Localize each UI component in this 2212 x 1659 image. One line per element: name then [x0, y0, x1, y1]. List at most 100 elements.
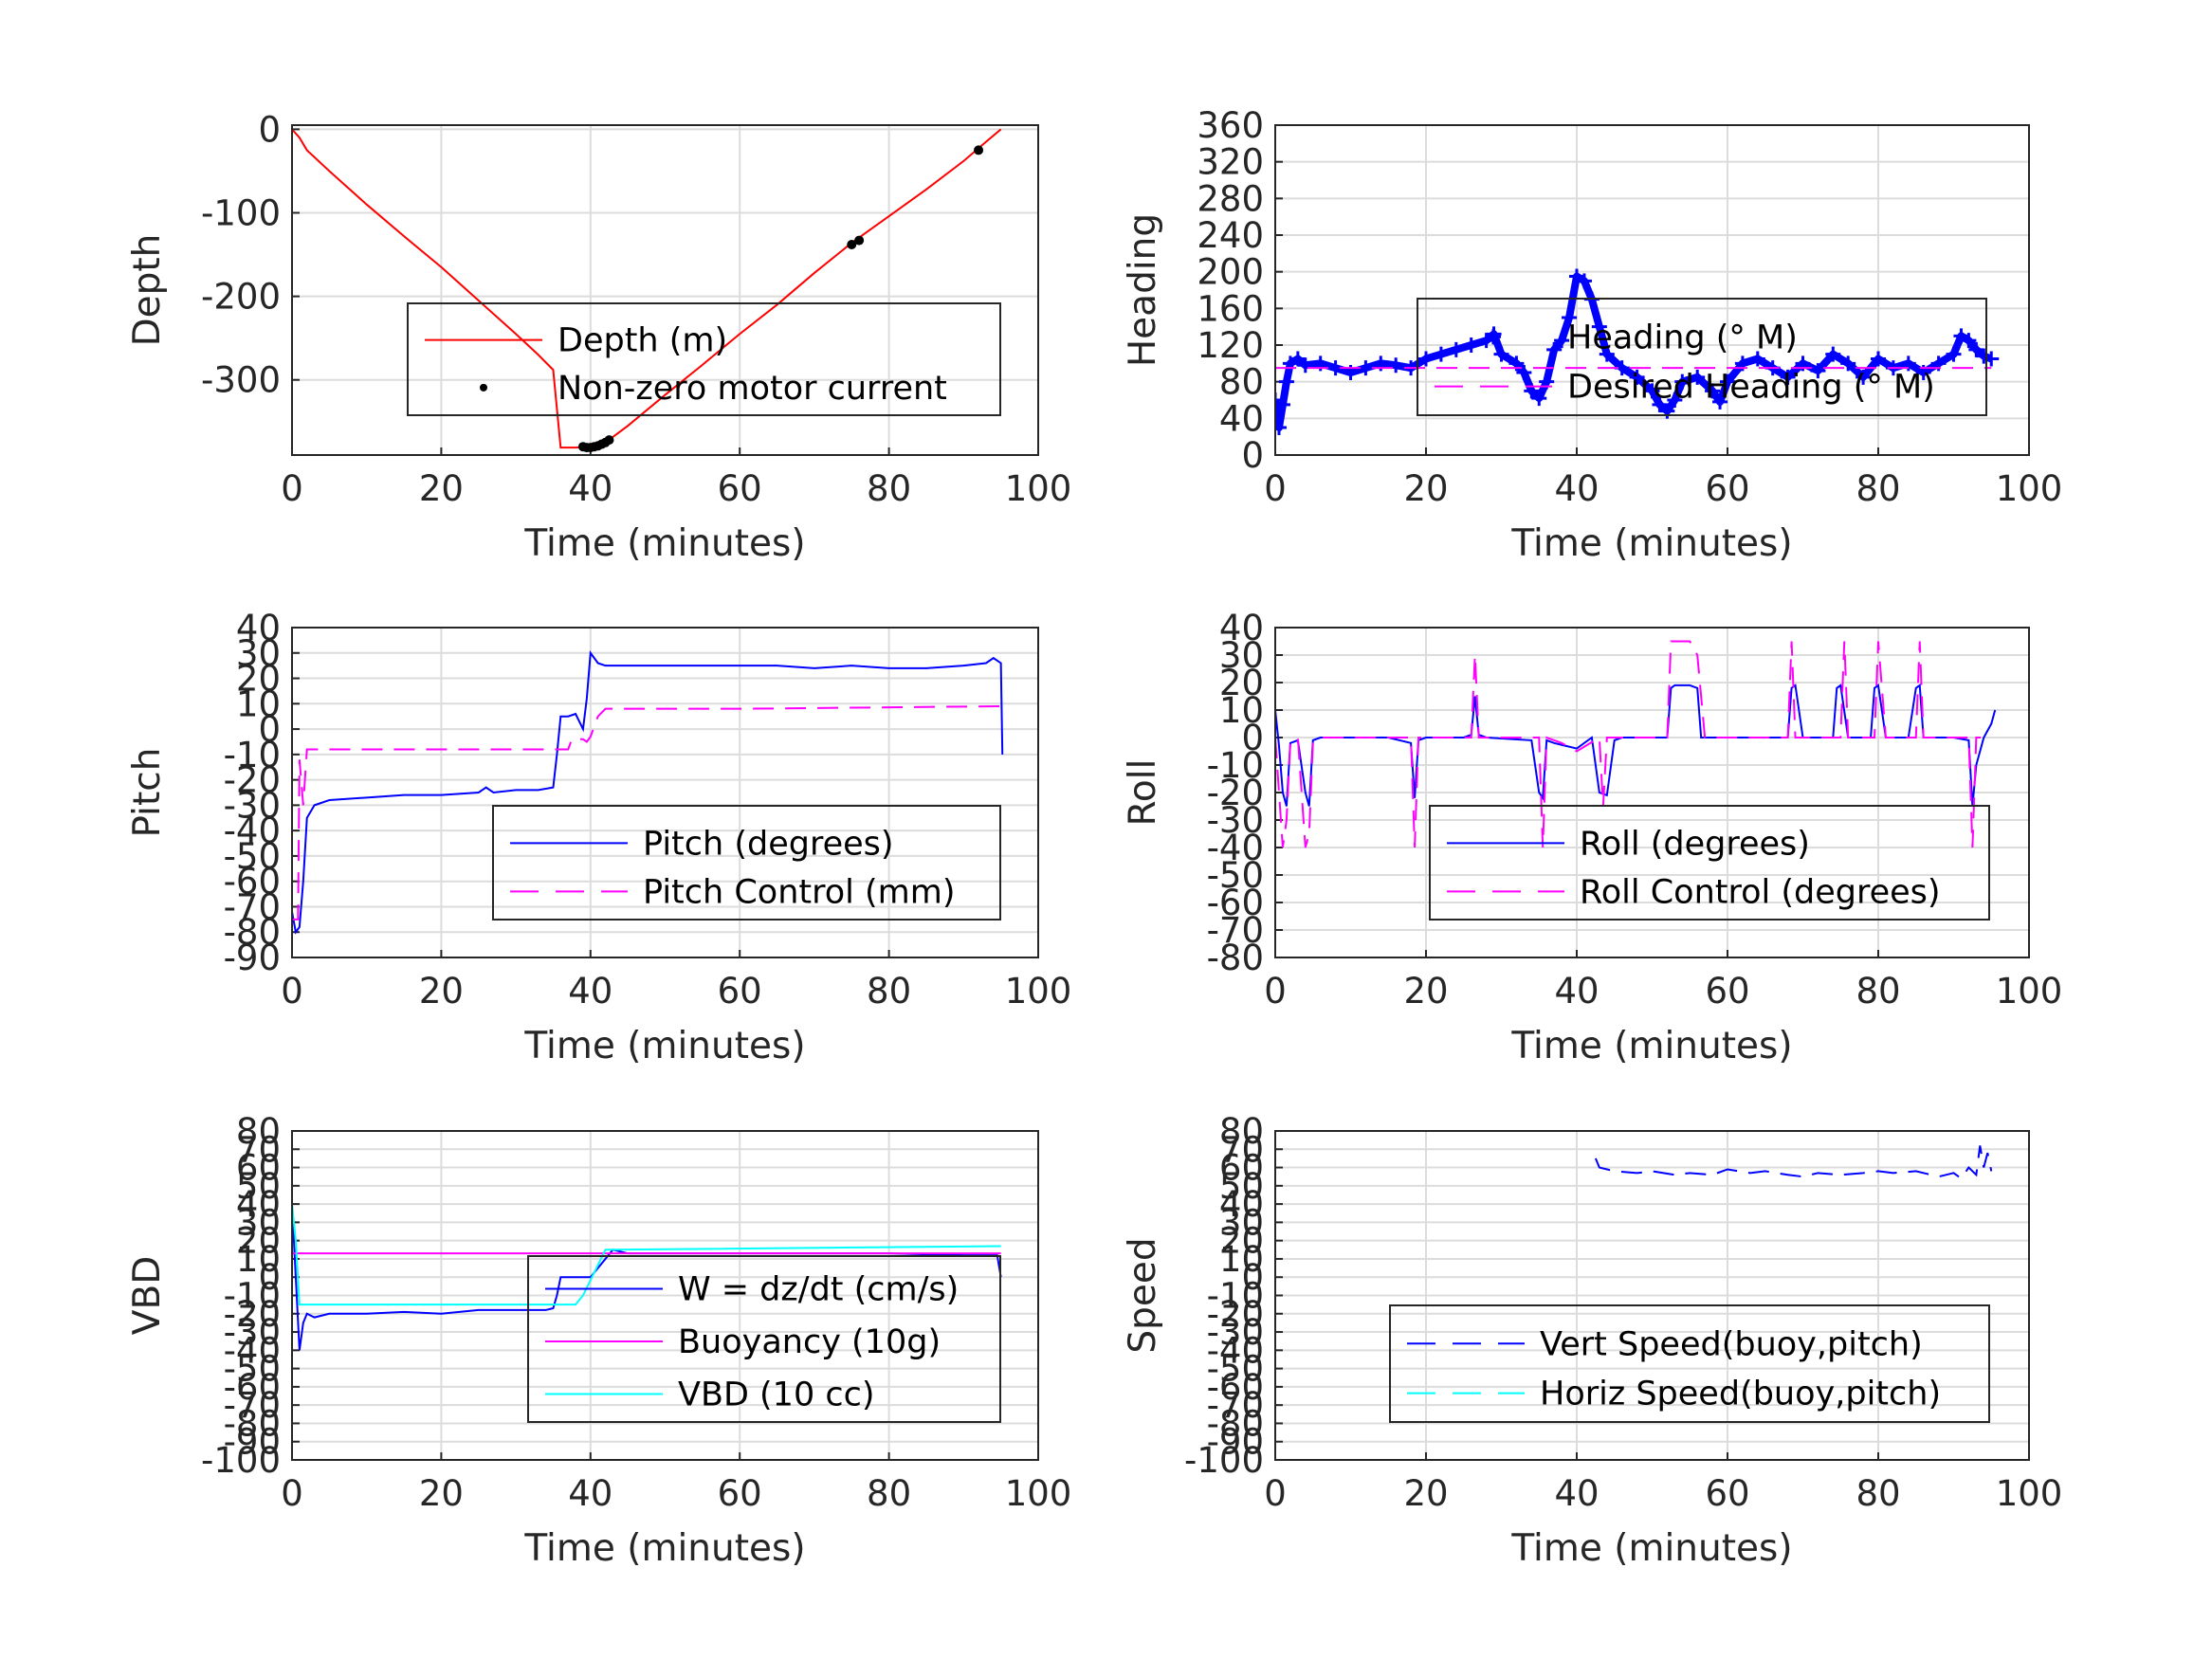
series-heading-m-point — [1961, 333, 1977, 349]
x-tick-label: 20 — [419, 1473, 464, 1514]
x-tick-label: 60 — [718, 971, 762, 1012]
y-tick-label: 20 — [236, 659, 281, 700]
y-tick-label: -60 — [1207, 883, 1264, 923]
series-group — [292, 1204, 1002, 1351]
y-tick-label: 0 — [1241, 435, 1264, 476]
x-axis-label: Time (minutes) — [1510, 1025, 1792, 1067]
x-tick-label: 0 — [281, 1473, 303, 1514]
series-heading-m-point — [1433, 346, 1449, 362]
x-tick-label: 80 — [1856, 468, 1900, 509]
y-tick-label: 30 — [1219, 635, 1264, 676]
y-tick-label: 40 — [1219, 1184, 1264, 1225]
y-tick-label: 320 — [1197, 142, 1264, 183]
series-heading-m-point — [1644, 383, 1660, 399]
x-tick-label: 40 — [1554, 468, 1599, 509]
x-tick-label: 100 — [1005, 468, 1072, 509]
y-tick-label: 160 — [1197, 288, 1264, 329]
x-tick-label: 0 — [1264, 468, 1287, 509]
x-tick-label: 80 — [867, 1473, 911, 1514]
legend-desired-heading-m-label: Desired Heading (° M) — [1567, 369, 1935, 407]
series-heading-m-point — [1810, 363, 1826, 379]
y-tick-label: 40 — [1219, 608, 1264, 648]
series-heading-m-point — [1667, 392, 1683, 408]
y-axis-label: Heading — [1122, 213, 1164, 367]
series-group — [1594, 1145, 1993, 1180]
y-tick-label: -30 — [224, 785, 281, 826]
y-tick-label: -100 — [1184, 1440, 1264, 1481]
y-tick-label: 40 — [236, 608, 281, 648]
axes-frame — [291, 1130, 1039, 1461]
axes-frame — [1274, 1130, 2030, 1461]
x-tick-label: 20 — [419, 468, 464, 509]
y-tick-label: -80 — [224, 1403, 281, 1444]
x-tick-label: 20 — [1403, 971, 1448, 1012]
series-heading-m-point — [1275, 392, 1283, 408]
y-tick-label: 10 — [1219, 1239, 1264, 1280]
series-heading-m-point — [1749, 351, 1765, 367]
x-axis-label: Time (minutes) — [523, 1527, 805, 1570]
y-tick-label: -70 — [1207, 1385, 1264, 1426]
series-heading-m-point — [1629, 369, 1645, 385]
series-heading-m-point — [1674, 374, 1691, 390]
x-tick-label: 40 — [568, 1473, 612, 1514]
y-tick-label: -90 — [1207, 1422, 1264, 1463]
y-axis-label: Depth — [126, 234, 169, 347]
y-tick-label: -50 — [1207, 1349, 1264, 1390]
y-tick-label: 70 — [236, 1129, 281, 1170]
series-non-zero-motor-current-point — [847, 239, 857, 249]
series-roll-control-degrees-line — [1275, 640, 1992, 848]
y-tick-label: -60 — [224, 862, 281, 902]
x-tick-label: 60 — [718, 1473, 762, 1514]
y-tick-label: 40 — [236, 1184, 281, 1225]
panel-vbd: 0 20 40 60 80 100-100-90-80-70-60-50-40-30-20… — [126, 1111, 1071, 1570]
y-tick-label: -10 — [1207, 745, 1264, 786]
series-non-zero-motor-current-point — [974, 145, 984, 155]
legend-depth-m-label: Depth (m) — [558, 322, 727, 360]
x-tick-label: 0 — [1264, 971, 1287, 1012]
x-tick-label: 100 — [1996, 468, 2063, 509]
y-tick-label: 80 — [236, 1111, 281, 1152]
y-tick-label: -20 — [1207, 773, 1264, 813]
legend-box — [492, 805, 1001, 921]
y-tick-label: -40 — [1207, 828, 1264, 868]
y-tick-label: 30 — [1219, 1202, 1264, 1243]
series-heading-m-point — [1275, 396, 1290, 412]
series-pitch-degrees-line — [292, 650, 1004, 935]
legend-box — [1417, 298, 1987, 416]
x-tick-label: 60 — [718, 468, 762, 509]
series-non-zero-motor-current-point — [854, 235, 865, 246]
y-tick-label: -40 — [224, 811, 281, 851]
y-tick-label: -50 — [224, 836, 281, 877]
x-tick-label: 80 — [1856, 971, 1900, 1012]
x-tick-label: 100 — [1005, 1473, 1072, 1514]
series-group — [1275, 268, 2000, 435]
legend-box — [527, 1255, 1001, 1423]
series-heading-m-point — [1448, 341, 1464, 357]
y-tick-label: 10 — [236, 1239, 281, 1280]
series-group — [292, 650, 1004, 935]
legend-non-zero-motor-current-label: Non-zero motor current — [558, 370, 947, 408]
legend-pitch-degrees-label: Pitch (degrees) — [643, 825, 894, 863]
legend-roll-control-degrees-label: Roll Control (degrees) — [1580, 873, 1941, 911]
series-heading-m-point — [1780, 369, 1796, 385]
x-tick-label: 40 — [568, 468, 612, 509]
legend: Heading (° M) Desired Heading (° M) — [1417, 298, 1987, 416]
series-heading-m-point — [1599, 346, 1615, 362]
y-tick-label: 0 — [1241, 1257, 1264, 1298]
legend-box — [1429, 805, 1990, 921]
series-heading-m-point — [1388, 357, 1404, 374]
legend-heading-m-label: Heading (° M) — [1567, 319, 1798, 356]
axes-frame — [291, 627, 1039, 958]
series-heading-m-point — [1546, 341, 1563, 357]
legend-heading-m-swatch — [1486, 329, 1501, 345]
x-axis-label: Time (minutes) — [1510, 1527, 1792, 1570]
y-axis-label: Pitch — [126, 748, 169, 838]
y-tick-label: -60 — [1207, 1367, 1264, 1408]
axes-frame — [1274, 124, 2030, 456]
y-tick-label: -50 — [224, 1349, 281, 1390]
x-tick-label: 0 — [1264, 1473, 1287, 1514]
y-tick-label: -70 — [1207, 910, 1264, 951]
x-axis-label: Time (minutes) — [523, 1025, 805, 1067]
y-tick-label: -50 — [1207, 855, 1264, 896]
y-tick-label: -300 — [201, 360, 281, 401]
